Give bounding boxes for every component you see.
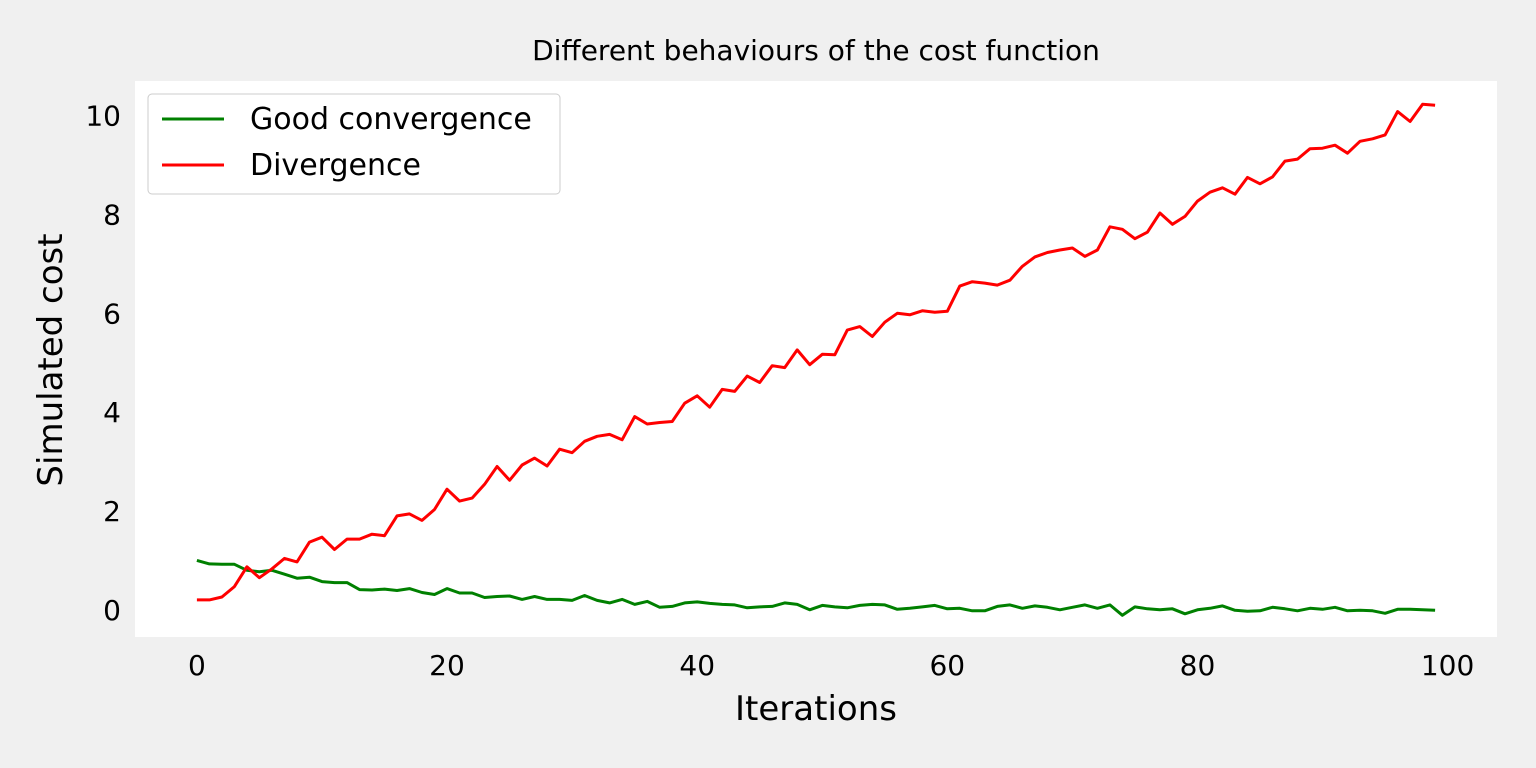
x-tick-label: 20 [429, 649, 465, 682]
legend-label-good-convergence: Good convergence [250, 102, 532, 137]
x-tick-label: 80 [1180, 649, 1216, 682]
y-tick-label: 10 [85, 100, 121, 133]
series-line-divergence [196, 102, 1436, 602]
legend-box [147, 93, 561, 195]
x-tick-label: 40 [679, 649, 715, 682]
y-tick-label: 2 [103, 495, 121, 528]
legend-label-divergence: Divergence [250, 148, 421, 183]
series-line-good-convergence [196, 558, 1436, 617]
y-axis-ticks: 0 2 4 6 8 10 [85, 100, 121, 627]
y-tick-label: 8 [103, 198, 121, 231]
x-tick-label: 60 [929, 649, 965, 682]
x-tick-label: 0 [188, 649, 206, 682]
y-tick-label: 6 [103, 297, 121, 330]
y-axis-label: Simulated cost [31, 233, 71, 486]
legend: Good convergence Divergence [147, 93, 561, 195]
y-tick-label: 0 [103, 594, 121, 627]
chart-title: Different behaviours of the cost functio… [532, 34, 1100, 67]
y-tick-label: 4 [103, 396, 121, 429]
x-axis-ticks: 0 20 40 60 80 100 [188, 649, 1474, 682]
x-tick-label: 100 [1421, 649, 1474, 682]
x-axis-label: Iterations [735, 689, 897, 729]
series-lines [196, 102, 1436, 617]
